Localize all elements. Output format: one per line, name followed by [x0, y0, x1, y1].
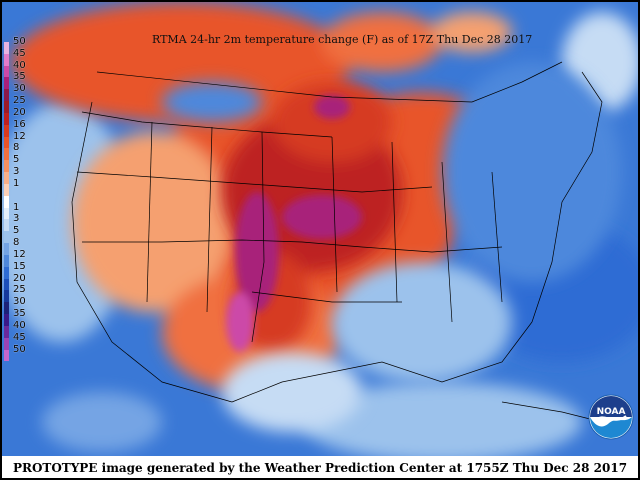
legend-entry: 15 [4, 261, 28, 279]
legend-entry: 30 [4, 296, 28, 315]
legend-swatch [4, 219, 9, 232]
legend-entry: 40 [4, 320, 28, 338]
map-title: RTMA 24-hr 2m temperature change (F) as … [152, 33, 533, 46]
legend-label: 20 [13, 272, 26, 284]
legend-label: 8 [13, 142, 20, 154]
legend-swatch [4, 254, 9, 267]
legend-swatch [4, 160, 9, 173]
legend-entry: 20 [4, 273, 28, 291]
legend-label: 3 [13, 166, 20, 178]
legend-entry: 40 [4, 60, 28, 78]
legend-entry: 50 [4, 344, 28, 362]
legend-label: 1 [13, 177, 20, 189]
legend-label: 25 [13, 95, 26, 107]
legend-label: 15 [13, 260, 26, 272]
extreme-region [226, 95, 362, 352]
legend-entry: 5 [4, 154, 28, 173]
legend-swatch [4, 325, 9, 338]
legend-entry: 5 [4, 225, 28, 244]
legend-entry: 12 [4, 131, 28, 149]
legend-entry: 35 [4, 308, 28, 326]
legend-entry [4, 195, 28, 208]
legend-swatch [4, 278, 9, 291]
legend-label: 25 [13, 284, 26, 296]
legend-label: 30 [13, 83, 26, 95]
legend-swatch [4, 172, 9, 184]
hot-region [222, 82, 402, 352]
legend-swatch [4, 337, 9, 350]
noaa-logo: NOAA [588, 394, 634, 440]
legend-entry: 3 [4, 166, 28, 184]
legend-swatch [4, 302, 9, 315]
legend-label: 5 [13, 225, 20, 237]
legend-swatch [4, 124, 9, 137]
legend-entry: 35 [4, 71, 28, 90]
legend-swatch [4, 112, 9, 125]
legend-label: 12 [13, 130, 26, 142]
legend-swatch [4, 65, 9, 78]
legend-entry: 1 [4, 178, 28, 196]
legend-swatch [4, 136, 9, 149]
legend-swatch [4, 101, 9, 113]
legend-swatch [4, 243, 9, 255]
legend-entry: 8 [4, 237, 28, 255]
legend-swatch [4, 290, 9, 303]
legend-label: 16 [13, 118, 26, 130]
legend-swatch [4, 89, 9, 102]
legend-swatch [4, 148, 9, 161]
color-legend: 50 45 40 35 30 25 20 16 12 8 5 3 1 1 3 5 8 12 15 20 25 30 35 40… [4, 36, 28, 362]
legend-label: 45 [13, 47, 26, 59]
legend-label: 45 [13, 331, 26, 343]
legend-label: 8 [13, 237, 20, 249]
legend-label: 12 [13, 248, 26, 260]
legend-swatch [4, 266, 9, 279]
legend-label: 40 [13, 59, 26, 71]
legend-swatch [4, 77, 9, 90]
legend-entry: 50 [4, 36, 28, 54]
legend-entry: 45 [4, 332, 28, 350]
legend-swatch [4, 195, 9, 208]
legend-entry: 45 [4, 48, 28, 66]
legend-entry: 30 [4, 83, 28, 102]
legend-entry: 25 [4, 95, 28, 113]
legend-label: 40 [13, 319, 26, 331]
footer-caption: PROTOTYPE image generated by the Weather… [12, 461, 628, 475]
legend-swatch [4, 314, 9, 326]
temperature-change-map: RTMA 24-hr 2m temperature change (F) as … [2, 2, 638, 456]
legend-label: 35 [13, 308, 26, 320]
legend-label: 20 [13, 106, 26, 118]
legend-swatch [4, 231, 9, 244]
map-canvas [2, 2, 638, 456]
legend-swatch [4, 42, 9, 54]
legend-entry: 16 [4, 119, 28, 137]
legend-label: 35 [13, 71, 26, 83]
noaa-logo-text: NOAA [597, 407, 626, 417]
legend-label: 30 [13, 296, 26, 308]
legend-swatch [4, 349, 9, 362]
legend-label: 1 [13, 201, 20, 213]
legend-entry: 1 [4, 202, 28, 220]
legend-swatch [4, 53, 9, 66]
legend-label: 50 [13, 36, 26, 47]
legend-entry: 20 [4, 107, 28, 125]
legend-entry: 8 [4, 142, 28, 161]
cold-region [42, 62, 622, 452]
legend-entry: 3 [4, 213, 28, 232]
legend-entry: 25 [4, 284, 28, 303]
legend-swatch [4, 183, 9, 196]
legend-swatch [4, 207, 9, 220]
legend-label: 5 [13, 154, 20, 166]
state-boundaries [71, 61, 603, 423]
legend-label: 50 [13, 343, 26, 355]
legend-label: 3 [13, 213, 20, 225]
legend-entry: 12 [4, 249, 28, 267]
